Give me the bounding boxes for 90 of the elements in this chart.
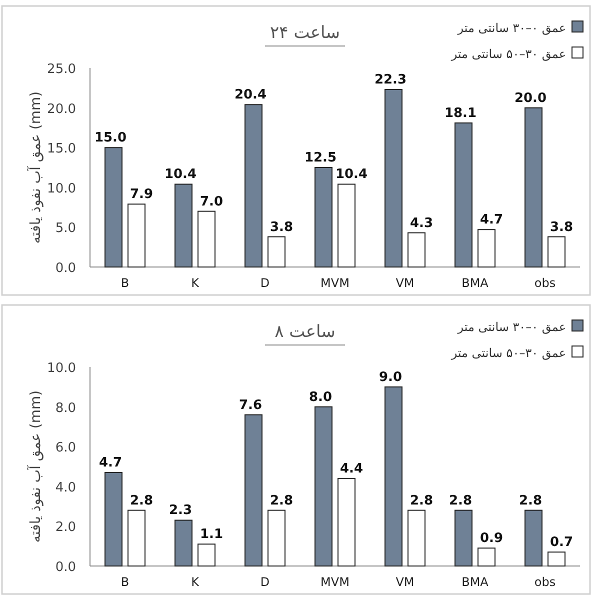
y-tick-label: 20.0 bbox=[47, 102, 76, 117]
bar bbox=[174, 520, 192, 566]
bar bbox=[548, 552, 566, 566]
legend-label: عمق ۳۰–۵۰ سانتی متر bbox=[450, 47, 566, 61]
chart-title: ۸ ساعت bbox=[274, 322, 336, 342]
legend-label: عمق ۰–۳۰ سانتی متر bbox=[456, 21, 566, 35]
x-tick-label: B bbox=[120, 575, 130, 589]
y-tick-label: 8.0 bbox=[55, 400, 76, 416]
data-label: 2.8 bbox=[410, 493, 434, 508]
bar bbox=[384, 88, 402, 268]
y-tick-label: 0.0 bbox=[55, 560, 76, 575]
bar bbox=[454, 122, 472, 268]
data-label: 4.3 bbox=[410, 216, 434, 231]
data-label: 8.0 bbox=[308, 390, 332, 405]
bar bbox=[524, 510, 542, 566]
bar bbox=[524, 107, 542, 268]
data-label: 2.8 bbox=[448, 493, 472, 508]
legend-label: عمق ۰–۳۰ سانتی متر bbox=[456, 320, 566, 334]
bar bbox=[244, 104, 262, 268]
y-tick-label: 6.0 bbox=[55, 440, 76, 456]
data-label: 20.0 bbox=[514, 90, 547, 106]
data-label: 2.3 bbox=[168, 503, 192, 518]
bar bbox=[454, 510, 472, 566]
bar bbox=[478, 229, 496, 268]
y-tick-label: 5.0 bbox=[55, 221, 76, 236]
y-tick-label: 15.0 bbox=[47, 142, 76, 157]
bar bbox=[268, 510, 286, 566]
x-tick-label: D bbox=[260, 276, 270, 290]
y-tick-label: 10.0 bbox=[47, 361, 76, 376]
y-tick-label: 25.0 bbox=[47, 62, 76, 77]
data-label: 4.4 bbox=[340, 461, 364, 476]
legend-label: عمق ۳۰–۵۰ سانتی متر bbox=[450, 346, 566, 360]
data-label: 3.8 bbox=[550, 220, 574, 235]
bar bbox=[314, 167, 332, 268]
data-label: 4.7 bbox=[98, 455, 122, 470]
chart-title: ۲۴ ساعت bbox=[270, 23, 340, 43]
bar bbox=[198, 544, 216, 566]
y-tick-label: 2.0 bbox=[55, 520, 76, 536]
x-tick-label: VM bbox=[396, 575, 414, 589]
bar bbox=[268, 236, 286, 268]
x-tick-label: K bbox=[191, 276, 200, 290]
data-label: 3.8 bbox=[270, 220, 294, 235]
data-label: 7.0 bbox=[200, 194, 224, 210]
x-tick-label: B bbox=[120, 276, 130, 290]
data-label: 9.0 bbox=[378, 370, 402, 385]
bar bbox=[198, 210, 216, 268]
y-axis-title: عمق آب نفوذ یافته (mm) bbox=[26, 390, 44, 543]
bar bbox=[314, 406, 332, 566]
bar bbox=[408, 232, 426, 268]
bar bbox=[104, 472, 122, 566]
data-label: 7.6 bbox=[238, 398, 262, 413]
data-label: 0.7 bbox=[550, 535, 574, 550]
data-label: 20.4 bbox=[234, 88, 267, 103]
x-tick-label: obs bbox=[534, 575, 556, 589]
data-label: 1.1 bbox=[200, 527, 224, 542]
data-label: 2.8 bbox=[518, 493, 542, 508]
bar bbox=[408, 510, 426, 566]
data-label: 15.0 bbox=[94, 130, 127, 146]
bar bbox=[384, 386, 402, 566]
bar bbox=[548, 236, 566, 268]
bar bbox=[338, 184, 356, 268]
x-tick-label: BMA bbox=[462, 276, 490, 290]
y-tick-label: 0.0 bbox=[55, 261, 76, 276]
bar bbox=[478, 548, 496, 566]
bar bbox=[338, 478, 356, 566]
x-tick-label: K bbox=[191, 575, 200, 589]
x-tick-label: BMA bbox=[462, 575, 490, 589]
x-tick-label: VM bbox=[396, 276, 414, 290]
y-axis-title: عمق آب نفوذ یافته (mm) bbox=[26, 91, 44, 244]
bar bbox=[104, 147, 122, 268]
data-label: 10.4 bbox=[164, 167, 197, 182]
y-tick-label: 4.0 bbox=[55, 480, 76, 496]
data-label: 7.9 bbox=[130, 187, 154, 202]
bar bbox=[174, 184, 192, 268]
data-label: 2.8 bbox=[130, 493, 154, 508]
x-tick-label: D bbox=[260, 575, 270, 589]
bar bbox=[128, 204, 146, 268]
data-label: 4.7 bbox=[480, 212, 504, 228]
data-label: 2.8 bbox=[270, 493, 294, 508]
x-tick-label: MVM bbox=[320, 575, 350, 589]
data-label: 22.3 bbox=[374, 72, 407, 88]
y-tick-label: 10.0 bbox=[47, 181, 76, 196]
bar bbox=[128, 510, 146, 566]
data-label: 10.4 bbox=[335, 167, 368, 182]
data-label: 18.1 bbox=[444, 106, 477, 121]
x-tick-label: MVM bbox=[320, 276, 350, 290]
data-label: 0.9 bbox=[480, 531, 504, 546]
x-tick-label: obs bbox=[534, 276, 556, 290]
bar bbox=[244, 414, 262, 566]
data-label: 12.5 bbox=[304, 150, 337, 166]
